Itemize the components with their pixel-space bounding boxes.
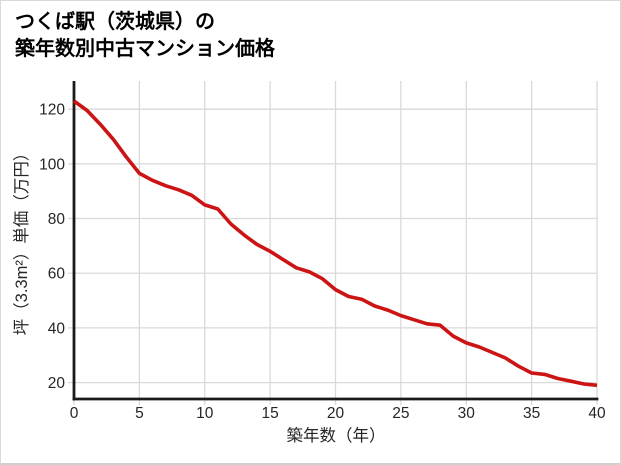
y-tick-label: 80 xyxy=(48,211,66,228)
x-tick-label: 0 xyxy=(70,405,79,422)
x-tick-label: 40 xyxy=(588,405,606,422)
x-tick-label: 30 xyxy=(458,405,476,422)
y-axis-label: 坪（3.3m²）単価（万円） xyxy=(12,145,31,336)
price-line xyxy=(72,99,598,388)
y-tick-label: 100 xyxy=(39,156,65,173)
gridlines xyxy=(68,81,598,405)
x-tick-label: 35 xyxy=(523,405,540,422)
x-tick-label: 25 xyxy=(392,405,409,422)
y-tick-label: 40 xyxy=(48,320,66,337)
y-tick-label: 120 xyxy=(39,102,65,119)
series xyxy=(72,99,598,388)
chart-title: つくば駅（茨城県）の 築年数別中古マンション価格 xyxy=(15,9,275,63)
axes xyxy=(72,81,599,401)
chart-title-line1: つくば駅（茨城県）の xyxy=(15,11,215,33)
y-tick-label: 60 xyxy=(48,266,66,283)
tick-labels: 20 40 60 80 100 120 0 5 10 15 20 25 30 35 40 xyxy=(39,102,606,422)
x-tick-label: 15 xyxy=(262,405,279,422)
x-tick-label: 10 xyxy=(196,405,214,422)
y-tick-label: 20 xyxy=(48,375,66,392)
x-tick-label: 20 xyxy=(327,405,345,422)
chart-title-line2: 築年数別中古マンション価格 xyxy=(15,38,275,60)
x-axis-label: 築年数（年） xyxy=(287,426,386,445)
x-tick-label: 5 xyxy=(135,405,144,422)
